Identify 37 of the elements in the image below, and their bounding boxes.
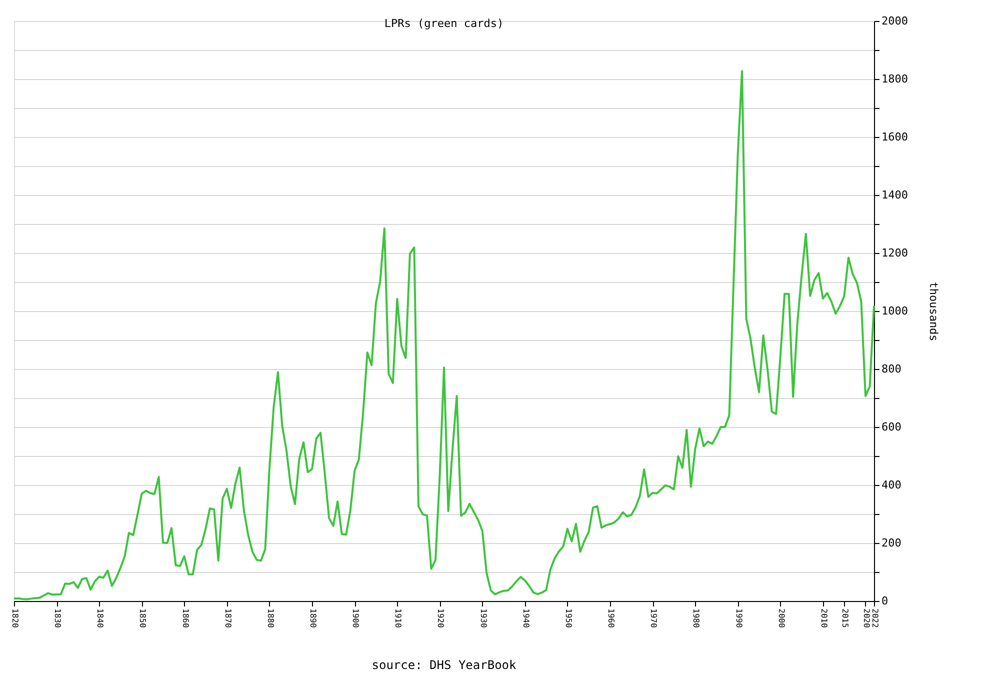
- x-tick-label: 1910: [394, 608, 403, 628]
- y-tick-label: 1800: [882, 72, 908, 86]
- y-tick-label: 200: [882, 536, 902, 550]
- y-tick-label: 0: [882, 594, 888, 608]
- x-tick-label: 2020: [862, 608, 871, 628]
- source-note: source: DHS YearBook: [372, 658, 518, 672]
- x-tick-label: 1960: [606, 608, 616, 628]
- x-tick-label: 2015: [840, 608, 850, 628]
- x-tick-label: 1820: [10, 608, 20, 628]
- x-tick-label: 1980: [692, 608, 701, 628]
- y-tick-label: 1400: [882, 188, 908, 202]
- x-tick-label: 1900: [351, 608, 360, 628]
- y-tick-label: 800: [882, 362, 902, 376]
- x-tick-label: 1920: [436, 608, 446, 628]
- x-tick-label: 1990: [734, 608, 744, 628]
- x-tick-label: 1830: [53, 608, 62, 628]
- x-tick-label: 1880: [266, 608, 275, 628]
- x-tick-label: 1950: [564, 608, 573, 628]
- x-tick-label: 1890: [308, 608, 318, 628]
- y-tick-label: 600: [882, 420, 902, 434]
- x-tick-label: 1850: [138, 608, 148, 628]
- y-tick-label: 2000: [882, 14, 908, 28]
- x-tick-label: 1940: [521, 608, 530, 628]
- y-tick-label: 400: [882, 478, 902, 492]
- x-tick-label: 2010: [819, 608, 828, 628]
- x-tick-label: 1860: [180, 608, 190, 628]
- y-tick-label: 1000: [882, 304, 908, 318]
- x-tick-label: 2022: [870, 608, 880, 628]
- x-tick-label: 2000: [776, 608, 786, 628]
- x-tick-label: 1930: [478, 608, 488, 628]
- chart-title: LPRs (green cards): [384, 17, 504, 30]
- y-axis-title: thousands: [926, 282, 940, 342]
- y-tick-label: 1200: [882, 246, 908, 260]
- x-tick-label: 1970: [649, 608, 658, 628]
- x-tick-label: 1840: [96, 608, 105, 628]
- y-tick-label: 1600: [882, 130, 908, 144]
- x-tick-label: 1870: [223, 608, 232, 628]
